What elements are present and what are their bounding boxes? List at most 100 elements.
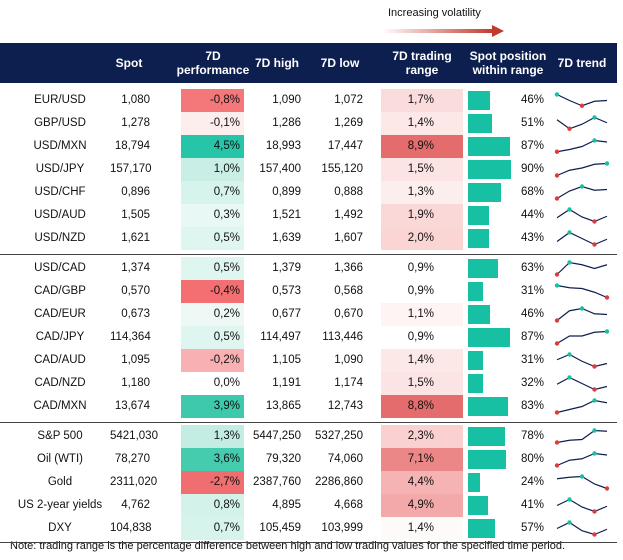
range-cell — [381, 517, 463, 540]
trend-low — [592, 387, 597, 392]
range-cell — [381, 303, 463, 326]
spot: 0,896 — [121, 186, 150, 198]
low: 103,999 — [321, 522, 363, 534]
position-bar — [468, 397, 508, 416]
trend-low — [554, 463, 560, 468]
volatility-note: Increasing volatility — [388, 7, 481, 19]
trend-low — [554, 440, 560, 445]
low: 4,668 — [334, 499, 363, 511]
trend-high — [567, 375, 572, 380]
row-name: S&P 500 — [37, 430, 83, 442]
trend-high — [567, 497, 572, 502]
perf-cell — [181, 425, 244, 448]
perf-cell — [181, 158, 244, 181]
sparkline — [556, 115, 608, 131]
position-bar — [468, 496, 488, 515]
perf: 0,0% — [213, 377, 240, 389]
spot: 1,505 — [121, 209, 150, 221]
low: 1,492 — [334, 209, 363, 221]
range-cell — [381, 494, 463, 517]
trend-low — [554, 341, 560, 346]
position-label: 24% — [520, 476, 544, 488]
low: 1,607 — [334, 232, 363, 244]
perf-cell — [181, 471, 244, 494]
position-bar — [468, 282, 483, 301]
row-name: USD/MXN — [33, 140, 87, 152]
column-header: 7D performance — [176, 49, 250, 77]
position-bar — [468, 305, 491, 324]
trend-high — [567, 230, 572, 235]
position-bar — [468, 374, 484, 393]
perf: 1,3% — [213, 430, 240, 442]
trend-line — [556, 399, 608, 414]
range: 1,7% — [407, 94, 434, 106]
position-label: 80% — [520, 453, 544, 465]
perf-cell — [181, 112, 244, 135]
low: 74,060 — [327, 453, 363, 465]
range: 1,4% — [407, 522, 434, 534]
perf: -0,1% — [209, 117, 240, 129]
trend-high — [579, 184, 585, 189]
sparkline — [554, 260, 608, 277]
sparkline — [554, 138, 608, 154]
perf: -2,7% — [209, 476, 240, 488]
footnote: Note: trading range is the percentage di… — [10, 540, 566, 552]
perf: 4,5% — [213, 140, 240, 152]
trend-high — [554, 283, 560, 288]
perf: 0,8% — [213, 499, 240, 511]
row-name: Gold — [47, 476, 73, 488]
trend-low — [554, 173, 560, 178]
low: 5327,250 — [315, 430, 363, 442]
spot: 5421,030 — [110, 430, 158, 442]
header-band — [0, 43, 617, 83]
trend-high — [592, 115, 597, 120]
position-bar — [468, 206, 490, 225]
range-cell — [381, 158, 463, 181]
position-label: 87% — [520, 140, 544, 152]
position-bar — [468, 427, 506, 446]
trend-line — [556, 208, 608, 223]
sparkline — [556, 497, 608, 514]
trend-high — [579, 474, 585, 479]
trend-high — [567, 207, 572, 212]
range: 7,1% — [407, 453, 434, 465]
spot: 1,095 — [121, 354, 150, 366]
perf: 3,6% — [213, 453, 240, 465]
spot: 0,673 — [121, 308, 150, 320]
sparkline — [556, 352, 608, 369]
spot: 104,838 — [110, 522, 152, 534]
arrow-head — [492, 25, 504, 37]
perf: -0,8% — [209, 94, 240, 106]
range: 1,3% — [407, 186, 434, 198]
row-name: CAD/NZD — [34, 377, 86, 389]
spot: 13,674 — [114, 400, 150, 412]
range-cell — [381, 395, 463, 418]
spot: 1,621 — [121, 232, 150, 244]
high: 1,191 — [272, 377, 301, 389]
sparkline — [554, 92, 608, 108]
range: 8,9% — [407, 140, 434, 152]
range: 4,9% — [407, 499, 434, 511]
position-bar — [468, 137, 510, 156]
trend-low — [567, 126, 572, 131]
row-name: CAD/JPY — [35, 331, 85, 343]
column-header: Spot — [115, 56, 143, 70]
range: 8,8% — [407, 400, 434, 412]
trend-line — [556, 162, 608, 177]
trend-low — [592, 364, 597, 369]
high: 157,400 — [259, 163, 301, 175]
perf: 1,0% — [213, 163, 240, 175]
high: 4,895 — [272, 499, 301, 511]
perf: -0,4% — [209, 285, 240, 297]
position-label: 78% — [520, 430, 544, 442]
perf-cell — [181, 494, 244, 517]
range-cell — [381, 89, 463, 112]
spot: 114,364 — [110, 331, 151, 343]
high: 1,105 — [272, 354, 301, 366]
position-bar — [468, 450, 507, 469]
row-name: CAD/MXN — [33, 400, 87, 412]
sparkline — [556, 375, 608, 392]
spot: 4,762 — [121, 499, 150, 511]
low: 1,366 — [334, 262, 363, 274]
